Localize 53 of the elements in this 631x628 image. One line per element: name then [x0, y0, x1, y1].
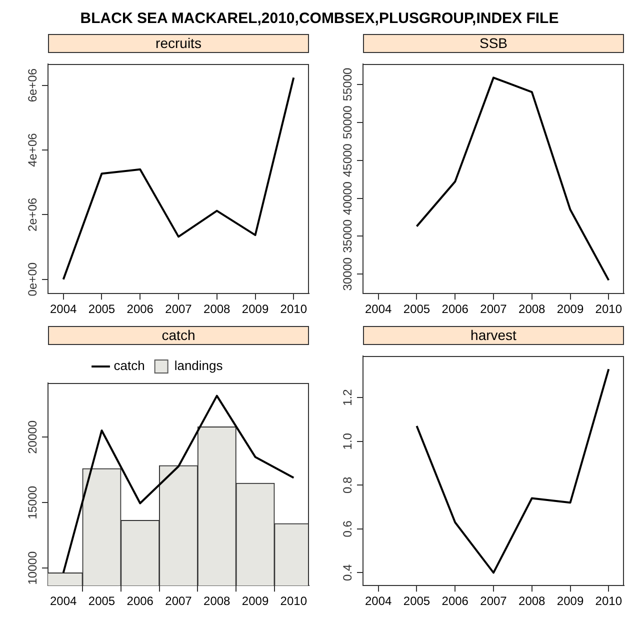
- y-tick-label: 6e+06: [25, 68, 40, 102]
- x-tick-label: 2008: [204, 302, 231, 316]
- legend-label: landings: [174, 358, 224, 374]
- x-tick-label: 2005: [403, 302, 430, 316]
- x-tick-label: 2004: [50, 302, 78, 316]
- x-tick-label: 2009: [242, 594, 269, 608]
- y-tick-label: 15000: [25, 486, 40, 520]
- x-tick-label: 2010: [280, 594, 308, 608]
- x-tick-label: 2010: [595, 302, 622, 316]
- y-tick-label: 35000: [340, 219, 354, 253]
- y-tick-label: 2e+06: [25, 198, 40, 232]
- x-tick-label: 2010: [595, 594, 622, 608]
- x-tick-label: 2009: [242, 302, 269, 316]
- y-tick-label: 0.8: [340, 476, 354, 494]
- x-tick-label: 2007: [165, 302, 192, 316]
- x-tick-label: 2006: [126, 302, 154, 316]
- x-tick-label: 2006: [442, 594, 469, 608]
- y-tick-label: 45000: [340, 143, 354, 178]
- y-tick-label: 20000: [25, 420, 40, 454]
- x-tick-label: 2005: [403, 594, 430, 608]
- x-tick-label: 2008: [204, 594, 231, 608]
- chart-subtitle: SSB: [363, 34, 624, 53]
- x-tick-label: 2009: [556, 302, 584, 316]
- y-tick-label: 0.4: [340, 564, 354, 582]
- x-tick-label: 2007: [165, 594, 192, 608]
- y-tick-label: 30000: [340, 257, 354, 291]
- x-tick-label: 2008: [518, 302, 546, 316]
- y-tick-label: 55000: [340, 67, 354, 102]
- x-tick-label: 2005: [88, 302, 116, 316]
- x-tick-label: 2008: [518, 594, 546, 608]
- chart-subtitle: harvest: [363, 326, 624, 345]
- x-tick-label: 2007: [480, 594, 508, 608]
- y-tick-label: 0e+00: [25, 262, 40, 296]
- chart-title: BLACK SEA MACKAREL,2010,COMBSEX,PLUSGROUP,INDEX FILE: [79, 9, 560, 29]
- x-tick-label: 2010: [280, 302, 308, 316]
- x-tick-label: 2007: [480, 302, 508, 316]
- x-tick-label: 2004: [365, 594, 392, 608]
- x-tick-label: 2004: [50, 594, 78, 608]
- chart-subtitle: catch: [48, 326, 309, 345]
- y-tick-label: 1.2: [340, 388, 354, 406]
- y-tick-label: 50000: [340, 105, 354, 140]
- x-tick-label: 2004: [365, 302, 392, 316]
- legend-label: catch: [114, 358, 145, 374]
- x-tick-label: 2009: [556, 594, 584, 608]
- x-tick-label: 2006: [442, 302, 469, 316]
- x-tick-label: 2005: [88, 594, 116, 608]
- y-tick-label: 4e+06: [25, 132, 40, 167]
- y-tick-label: 10000: [25, 551, 40, 585]
- y-tick-label: 40000: [340, 181, 354, 215]
- y-tick-label: 0.6: [340, 520, 354, 538]
- chart-subtitle: recruits: [48, 34, 309, 53]
- y-tick-label: 1.0: [340, 432, 354, 450]
- x-tick-label: 2006: [126, 594, 154, 608]
